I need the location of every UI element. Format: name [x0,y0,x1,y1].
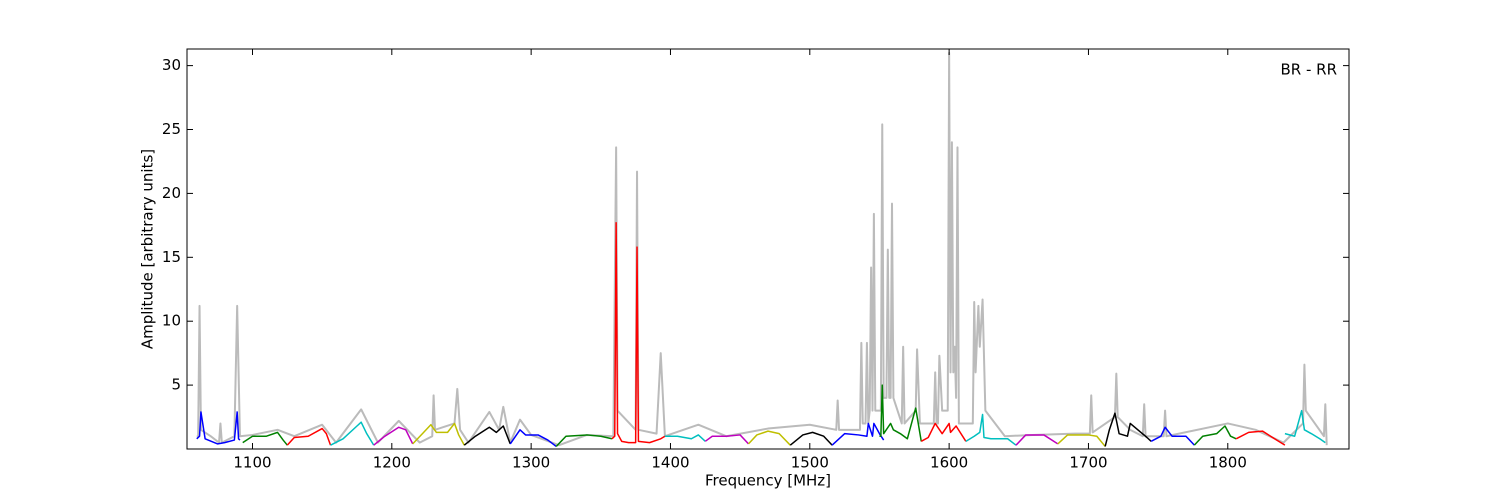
series-line [196,51,1328,447]
x-tick-label: 1500 [791,454,829,472]
y-tick-label: 25 [162,120,181,138]
series-line [965,413,1017,446]
series-line [286,427,332,446]
y-axis-label: Amplitude [arbitrary units] [139,149,157,349]
series-line [412,422,465,446]
series-line [879,384,922,442]
series-line [1150,426,1195,446]
series-line [1104,412,1152,447]
y-tick-label: 5 [171,376,181,394]
series-line [1284,409,1326,444]
x-tick-label: 1100 [233,454,271,472]
y-tick-label: 10 [162,312,181,330]
series-line [704,434,750,445]
annotation: BR - RR [1280,61,1337,79]
series-line [1193,425,1237,446]
series-line [196,411,241,445]
series-line [611,222,666,444]
x-tick-label: 1800 [1209,454,1247,472]
x-tick-label: 1700 [1069,454,1107,472]
series-line [831,422,885,446]
series-line [1057,434,1106,447]
series-line [463,425,511,446]
plot-frame [186,48,1350,450]
x-axis-label: Frequency [MHz] [705,472,831,490]
series-line [242,431,288,446]
series-line [920,422,967,442]
series-line [555,434,613,447]
x-tick-label: 1200 [373,454,411,472]
series-line [664,434,706,442]
y-tick-label: 15 [162,248,181,266]
y-tick-label: 30 [162,56,181,74]
series-line [373,426,414,446]
x-tick-label: 1600 [930,454,968,472]
series-line [789,431,833,446]
series-line [1235,430,1286,446]
series-line [509,429,557,448]
series-line [330,421,375,446]
x-tick-label: 1300 [512,454,550,472]
series-line [1015,434,1059,446]
y-tick-label: 20 [162,184,181,202]
series-line [747,430,791,446]
x-tick-label: 1400 [651,454,689,472]
